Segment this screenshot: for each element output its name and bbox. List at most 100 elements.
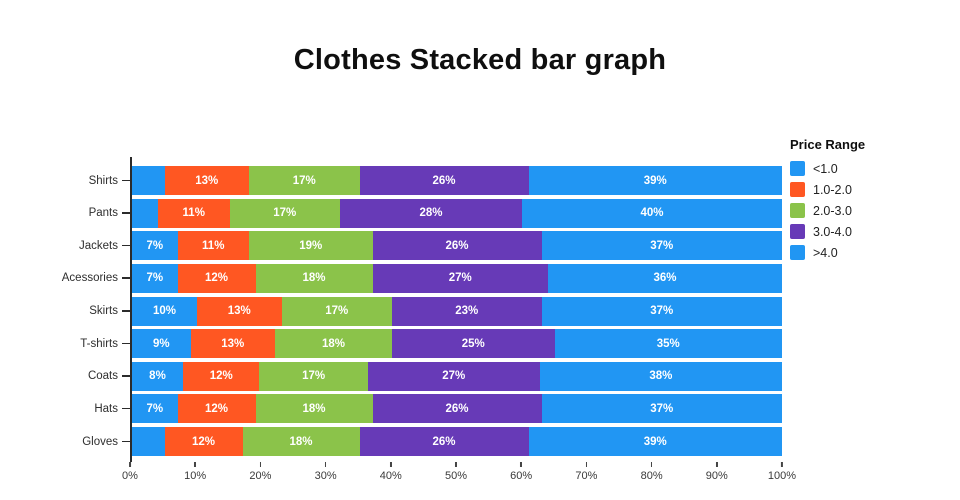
legend-title: Price Range <box>790 137 866 152</box>
bar-segment-label: 37% <box>650 239 674 252</box>
bar-segment[interactable] <box>132 166 165 195</box>
y-axis-tick <box>122 179 130 181</box>
bar-segment[interactable]: 17% <box>249 166 360 195</box>
bar-segment[interactable]: 17% <box>281 296 392 326</box>
bar-segment[interactable]: 12% <box>182 361 260 391</box>
bar-segment-label: 36% <box>653 272 677 285</box>
bar-segment[interactable]: 37% <box>541 394 782 424</box>
bar-segment[interactable]: 12% <box>177 394 256 424</box>
plot-area: Shirts 13% 17% 26% 39% Pants 11% 17% 28% 40% Jacke… <box>62 157 782 462</box>
bar-segment-label: 7% <box>146 402 164 415</box>
x-axis-tick-label: 20% <box>249 470 272 482</box>
bar-segment[interactable]: 11% <box>158 198 230 228</box>
bar-segment[interactable]: 9% <box>132 329 191 359</box>
x-axis-tick: 10% <box>184 462 206 482</box>
bar-segment[interactable]: 39% <box>528 166 782 195</box>
bar-segment[interactable]: 7% <box>132 394 178 424</box>
bar-segment-label: 18% <box>321 337 346 350</box>
bar-row: T-shirts 9% 13% 18% 25% 35% <box>80 329 782 359</box>
legend-item[interactable]: 1.0-2.0 <box>790 182 865 197</box>
x-axis-tick: 30% <box>315 462 337 482</box>
bar-segment-label: 27% <box>442 370 466 383</box>
x-axis-tick-label: 40% <box>379 470 402 482</box>
bar-segment[interactable]: 26% <box>372 231 542 261</box>
x-axis-tick-label: 30% <box>314 470 337 482</box>
y-axis-category-label: Coats <box>87 370 118 383</box>
bar-segment[interactable]: 13% <box>197 296 282 326</box>
x-axis-tick: 90% <box>706 462 728 482</box>
bar-segment[interactable]: 26% <box>359 166 529 195</box>
bar-segment[interactable]: 19% <box>249 231 373 261</box>
bar-segment[interactable]: 26% <box>359 427 529 456</box>
bar-segment[interactable]: 12% <box>177 263 256 293</box>
x-axis-tick-label: 70% <box>575 470 598 482</box>
bar-segment-label: 26% <box>432 174 456 187</box>
x-axis-tick-label: 80% <box>640 470 663 482</box>
bar-row: Acessories 7% 12% 18% 27% 36% <box>62 263 782 293</box>
x-axis: 0% 10% 20% 30% 40% 50% 60% 70% 80% 90% 100% <box>122 462 796 496</box>
legend-item[interactable]: >4.0 <box>790 245 865 260</box>
bar-segment[interactable]: 35% <box>554 329 782 359</box>
bar-segment[interactable]: 40% <box>522 198 782 228</box>
bar-segment-label: 40% <box>640 207 664 220</box>
y-axis-tick <box>122 212 130 214</box>
bar-segment[interactable]: 39% <box>528 427 782 456</box>
x-axis-tick: 20% <box>249 462 271 482</box>
x-axis-tick-mark <box>129 462 131 467</box>
bar-segment[interactable]: 11% <box>177 231 249 261</box>
bar-segment[interactable]: 27% <box>367 361 540 391</box>
legend-item[interactable]: <1.0 <box>790 161 865 176</box>
x-axis-tick: 0% <box>122 462 138 482</box>
bar-segment[interactable]: 37% <box>541 231 782 261</box>
bar-segment[interactable]: 25% <box>392 329 555 359</box>
bar-segment[interactable]: 18% <box>255 263 373 293</box>
bar-segment-label: 13% <box>221 337 245 350</box>
bar-segment[interactable]: 17% <box>229 198 340 228</box>
bar-segment[interactable]: 38% <box>539 361 782 391</box>
bar-segment[interactable]: 18% <box>242 427 360 456</box>
y-axis-category-label: Acessories <box>61 272 118 285</box>
y-axis-tick <box>122 342 130 345</box>
bar-segment[interactable]: 8% <box>132 361 183 391</box>
x-axis-tick-mark <box>259 462 262 467</box>
bar-segment[interactable]: 26% <box>372 394 542 424</box>
legend-item[interactable]: 3.0-4.0 <box>790 224 865 239</box>
bar-segment-label: 12% <box>209 370 233 383</box>
y-axis-category-label: Pants <box>88 207 118 220</box>
x-axis-tick-label: 90% <box>705 470 728 482</box>
bar-segment[interactable]: 18% <box>255 394 373 424</box>
bar-segment[interactable]: 12% <box>164 427 243 456</box>
y-axis-category-label: T-shirts <box>80 337 118 350</box>
bar-segment-label: 18% <box>289 435 313 448</box>
legend-item[interactable]: 2.0-3.0 <box>790 203 865 218</box>
x-axis-tick: 70% <box>575 462 597 482</box>
bar-segment[interactable] <box>132 427 165 456</box>
bar-segment[interactable]: 28% <box>340 198 522 228</box>
bar-segment[interactable]: 27% <box>372 263 548 293</box>
bar-segment[interactable]: 10% <box>132 296 197 326</box>
legend-item-label: <1.0 <box>813 161 838 176</box>
legend-item-label: 2.0-3.0 <box>813 203 852 218</box>
bar-segment-label: 7% <box>146 272 164 285</box>
legend-item-label: 1.0-2.0 <box>813 182 852 197</box>
bar-segment[interactable]: 23% <box>392 296 542 326</box>
bar-segment-label: 38% <box>649 370 673 383</box>
bar-segment[interactable]: 37% <box>541 296 782 326</box>
bar-segment-label: 26% <box>445 239 469 252</box>
bar-segment[interactable]: 17% <box>259 361 368 391</box>
bar-segment[interactable]: 7% <box>132 263 178 293</box>
bar-segment[interactable]: 18% <box>275 329 392 359</box>
bar-segment-label: 17% <box>302 370 326 383</box>
bar-segment[interactable]: 7% <box>132 231 178 261</box>
bar-row: Jackets 7% 11% 19% 26% 37% <box>79 231 782 261</box>
x-axis-tick-label: 0% <box>122 470 138 482</box>
y-axis-tick <box>122 277 130 279</box>
bar-segment-label: 26% <box>445 402 469 415</box>
bar-segment[interactable]: 13% <box>164 166 249 195</box>
bar-segment[interactable]: 36% <box>548 263 782 293</box>
bar-segment-label: 7% <box>146 239 164 252</box>
bar-segment[interactable] <box>132 198 158 228</box>
legend-swatch <box>790 161 805 176</box>
bar-segment[interactable]: 13% <box>190 329 275 359</box>
